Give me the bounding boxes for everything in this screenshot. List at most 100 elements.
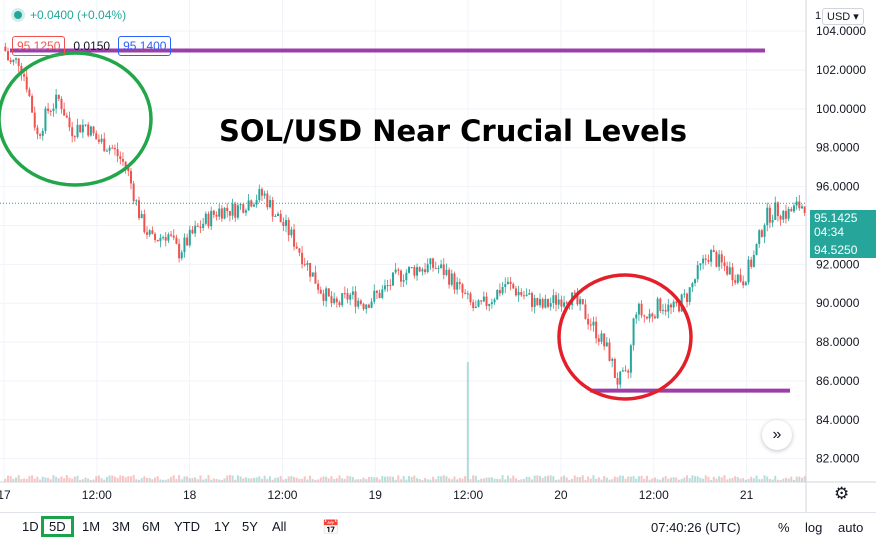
calendar-icon[interactable]: 📅 <box>322 519 340 535</box>
range-5y-button[interactable]: 5Y <box>242 519 258 534</box>
volume-bar <box>343 478 346 482</box>
utc-clock[interactable]: 07:40:26 (UTC) <box>651 520 741 535</box>
volume-bar <box>755 475 758 482</box>
range-1m-button[interactable]: 1M <box>82 519 101 534</box>
candle-body <box>608 342 611 361</box>
volume-bar <box>688 478 691 482</box>
candle-body <box>306 262 309 265</box>
volume-bar <box>354 479 357 482</box>
candle-body <box>15 58 18 60</box>
candle-body <box>285 220 288 226</box>
candle-body <box>207 213 210 227</box>
gear-icon[interactable]: ⚙ <box>834 484 850 503</box>
volume-bar <box>250 478 253 482</box>
chart-headline: SOL/USD Near Crucial Levels <box>219 114 688 148</box>
volume-bar <box>723 475 726 482</box>
candle-body <box>450 273 453 285</box>
volume-bar <box>771 479 774 482</box>
candle-body <box>408 267 411 273</box>
volume-bar <box>432 476 435 482</box>
range-ytd-button[interactable]: YTD <box>174 519 200 534</box>
range-3m-button[interactable]: 3M <box>112 519 131 534</box>
candle-body <box>613 359 616 378</box>
volume-bar <box>36 476 39 482</box>
volume-bar <box>231 475 234 482</box>
scroll-to-realtime-button[interactable]: » <box>762 420 792 450</box>
candle-body <box>405 272 408 281</box>
candle-body <box>629 345 632 373</box>
candle-body <box>453 273 456 290</box>
candle-body <box>330 296 333 304</box>
candle-body <box>121 159 124 162</box>
candle-body <box>691 283 694 288</box>
volume-bar <box>656 479 659 482</box>
volume-bar <box>263 475 266 482</box>
candle-body <box>236 205 239 218</box>
volume-bar <box>151 479 154 482</box>
volume-bar <box>474 475 477 482</box>
range-1d-button[interactable]: 1D <box>22 519 39 534</box>
volume-bar <box>667 478 670 482</box>
range-6m-button[interactable]: 6M <box>142 519 161 534</box>
volume-bar <box>506 475 509 482</box>
volume-bar <box>325 476 328 482</box>
volume-bar <box>138 479 141 482</box>
price-change: +0.0400 (+0.04%) <box>30 8 127 22</box>
volume-bar <box>488 477 491 482</box>
candle-body <box>605 342 608 347</box>
candle-body <box>180 252 183 259</box>
percent-toggle[interactable]: % <box>778 520 790 535</box>
range-1y-button[interactable]: 1Y <box>214 519 230 534</box>
range-5d-button[interactable]: 5D <box>41 516 74 537</box>
spread-value: 0.0150 <box>73 39 111 53</box>
price-chart[interactable]: 82.0000 84.0000 86.0000 88.0000 90.0000 92.00… <box>0 0 876 512</box>
volume-bar <box>576 477 579 482</box>
bid-button[interactable]: 95.1250 <box>12 36 66 56</box>
candle-body <box>140 214 143 219</box>
candle-body <box>573 292 576 294</box>
candle-body <box>402 280 405 282</box>
candle-body <box>84 124 87 126</box>
volume-bar <box>659 479 662 482</box>
volume-bar <box>108 475 111 482</box>
volume-bar <box>303 476 306 482</box>
volume-bar <box>39 479 42 482</box>
volume-bar <box>389 476 392 482</box>
volume-bar <box>579 477 582 482</box>
ask-button[interactable]: 95.1400 <box>118 36 172 56</box>
volume-bar <box>317 479 320 482</box>
x-tick-label: 17 <box>0 488 11 502</box>
candle-body <box>338 302 341 306</box>
auto-toggle[interactable]: auto <box>838 520 864 535</box>
candle-body <box>346 293 349 300</box>
volume-bar <box>167 478 170 482</box>
log-toggle[interactable]: log <box>805 520 823 535</box>
candle-body <box>506 281 509 285</box>
candle-body <box>696 265 699 280</box>
volume-bar <box>378 479 381 482</box>
range-all-button[interactable]: All <box>272 519 287 534</box>
candle-body <box>800 206 803 209</box>
volume-bar <box>784 477 787 482</box>
candle-body <box>595 321 598 339</box>
candle-body <box>686 293 689 303</box>
volume-bar <box>268 476 271 482</box>
candle-body <box>167 234 170 241</box>
candle-body <box>683 293 686 295</box>
volume-bars <box>4 362 806 482</box>
candle-body <box>234 203 237 218</box>
currency-selector[interactable]: USD ▾ <box>822 8 864 25</box>
candle-body <box>49 110 52 112</box>
volume-bar <box>712 476 715 482</box>
candle-body <box>458 282 461 285</box>
volume-bar <box>560 476 563 482</box>
volume-bar <box>627 476 630 482</box>
volume-bar <box>410 476 413 482</box>
volume-bar <box>482 478 485 482</box>
volume-bar <box>589 478 592 482</box>
volume-bar <box>469 479 472 482</box>
candle-body <box>755 243 758 255</box>
volume-bar <box>790 476 793 482</box>
volume-bar <box>800 477 803 482</box>
candle-body <box>736 274 739 283</box>
